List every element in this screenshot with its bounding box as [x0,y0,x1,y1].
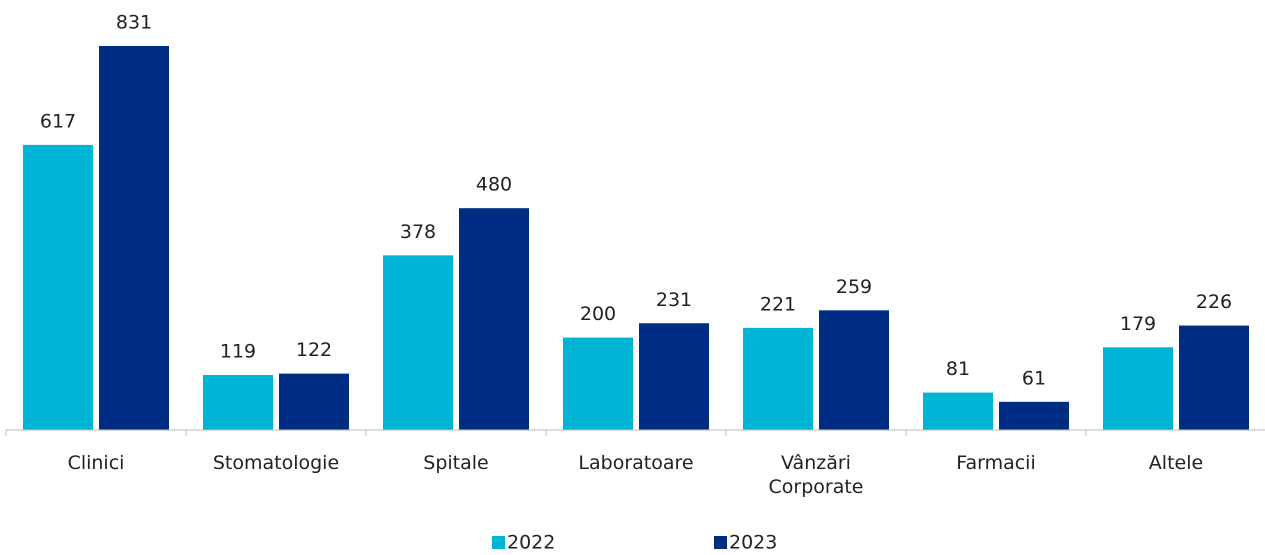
x-tick-label: Laboratoare [578,452,694,474]
bar [563,337,633,430]
bar [1103,347,1173,430]
bar [23,144,93,430]
legend-label: 2023 [729,532,777,554]
x-tick-label: Clinici [67,452,125,474]
bar [743,327,813,430]
data-label: 231 [656,289,692,311]
data-label: 122 [296,339,332,361]
data-label: 378 [400,221,436,243]
bar [923,392,993,430]
bar [1179,325,1249,430]
legend-swatch [492,536,505,549]
legend-swatch [714,536,727,549]
bar [459,208,529,430]
x-tick-label: Farmacii [956,452,1036,474]
data-label: 119 [220,341,256,363]
bar [999,401,1069,430]
bar [639,323,709,430]
x-tick-label: Stomatologie [212,452,340,474]
x-tick-label: Spitale [423,452,489,474]
data-label: 200 [580,303,616,325]
data-label: 259 [836,276,872,298]
data-label: 617 [40,110,76,132]
bar [203,375,273,430]
data-label: 179 [1120,313,1156,335]
bar [819,310,889,430]
bar [383,255,453,430]
data-label: 81 [946,358,970,380]
bar [279,373,349,430]
x-tick-label: Altele [1148,452,1204,474]
data-label: 480 [476,174,512,196]
x-tick-label: Vânzări Corporate [768,452,864,498]
data-label: 226 [1196,291,1232,313]
data-label: 221 [760,293,796,315]
data-label: 831 [116,12,152,34]
legend-label: 2022 [507,532,555,554]
bar [99,46,169,430]
data-label: 61 [1022,367,1046,389]
